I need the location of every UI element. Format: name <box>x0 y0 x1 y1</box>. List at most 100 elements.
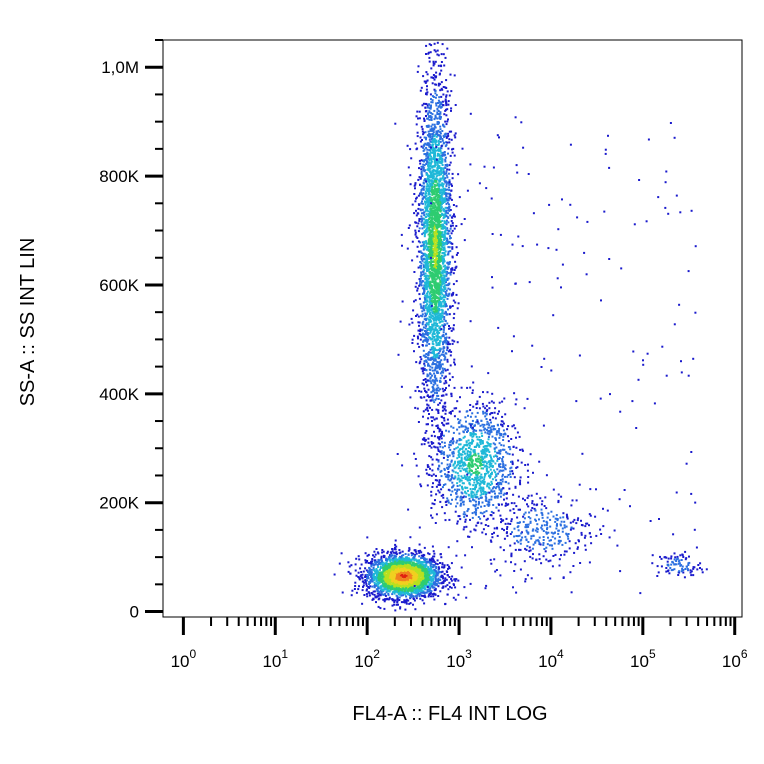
event-point <box>452 215 455 217</box>
event-point <box>421 194 424 197</box>
event-point <box>424 564 427 567</box>
event-point <box>443 180 446 183</box>
event-point <box>418 362 421 365</box>
event-point <box>403 592 406 595</box>
event-point <box>388 596 391 599</box>
event-point <box>423 438 425 441</box>
event-point <box>405 600 408 603</box>
event-point <box>349 572 352 575</box>
event-point <box>423 315 426 318</box>
event-point <box>358 577 361 580</box>
event-point <box>362 580 365 583</box>
event-point <box>428 271 431 274</box>
event-point <box>446 593 449 596</box>
event-point <box>419 283 422 286</box>
event-point <box>423 585 426 588</box>
event-point <box>410 552 413 555</box>
event-point <box>372 574 375 577</box>
event-point <box>360 563 363 566</box>
event-point <box>446 347 449 349</box>
event-point <box>429 211 432 214</box>
event-point <box>427 188 430 191</box>
event-point <box>399 568 402 571</box>
event-point <box>434 220 437 223</box>
event-point <box>449 73 452 76</box>
event-point <box>403 575 406 578</box>
event-point <box>406 558 408 561</box>
event-point <box>431 95 434 98</box>
event-point <box>404 589 407 592</box>
event-point <box>422 75 425 78</box>
event-point <box>438 196 441 199</box>
event-point <box>373 584 376 587</box>
event-point <box>419 193 422 196</box>
event-point <box>408 547 411 550</box>
event-point <box>409 560 412 563</box>
event-point <box>427 190 429 192</box>
event-point <box>353 588 356 590</box>
event-point <box>431 351 434 354</box>
event-point <box>427 409 429 412</box>
event-point <box>443 564 446 567</box>
event-point <box>425 157 428 160</box>
event-point <box>442 86 445 88</box>
event-point <box>401 575 404 577</box>
event-point <box>418 167 420 170</box>
event-point <box>443 298 446 301</box>
event-point <box>431 184 434 187</box>
event-point <box>372 576 375 579</box>
event-point <box>446 201 449 204</box>
event-point <box>429 305 432 308</box>
event-point <box>421 200 423 203</box>
event-point <box>407 586 410 588</box>
event-point <box>439 562 441 564</box>
event-point <box>440 275 443 278</box>
event-point <box>422 243 425 246</box>
event-point <box>435 236 437 239</box>
event-point <box>415 582 418 585</box>
event-point <box>369 571 372 574</box>
event-point <box>453 74 456 77</box>
event-point <box>416 407 419 410</box>
event-point <box>380 571 383 574</box>
event-point <box>400 594 403 597</box>
event-point <box>434 190 437 193</box>
event-point <box>439 221 442 223</box>
event-point <box>384 568 387 570</box>
event-point <box>426 205 429 208</box>
event-point <box>410 580 413 583</box>
event-point <box>428 585 431 588</box>
event-point <box>387 571 390 573</box>
event-point <box>391 559 394 562</box>
event-point <box>428 196 431 198</box>
event-point <box>396 596 399 599</box>
event-point <box>425 71 428 74</box>
event-point <box>441 241 444 244</box>
event-point <box>426 403 429 406</box>
event-point <box>376 592 379 595</box>
event-point <box>430 231 432 234</box>
event-point <box>445 185 448 188</box>
event-point <box>436 335 439 338</box>
event-point <box>375 548 378 550</box>
event-point <box>426 85 428 88</box>
event-point <box>433 147 436 150</box>
event-point <box>411 589 413 592</box>
event-point <box>442 225 445 228</box>
event-point <box>387 575 390 578</box>
event-point <box>452 204 455 206</box>
event-point <box>406 589 409 592</box>
event-point <box>426 292 428 295</box>
event-point <box>402 601 405 604</box>
event-point <box>425 361 428 363</box>
event-point <box>437 352 440 355</box>
event-point <box>365 584 368 587</box>
event-point <box>449 354 452 357</box>
event-point <box>393 572 396 575</box>
event-point <box>426 208 429 211</box>
event-point <box>440 172 443 174</box>
event-point <box>443 64 446 67</box>
event-point <box>432 564 435 567</box>
event-point <box>447 147 450 150</box>
event-point <box>393 590 396 593</box>
